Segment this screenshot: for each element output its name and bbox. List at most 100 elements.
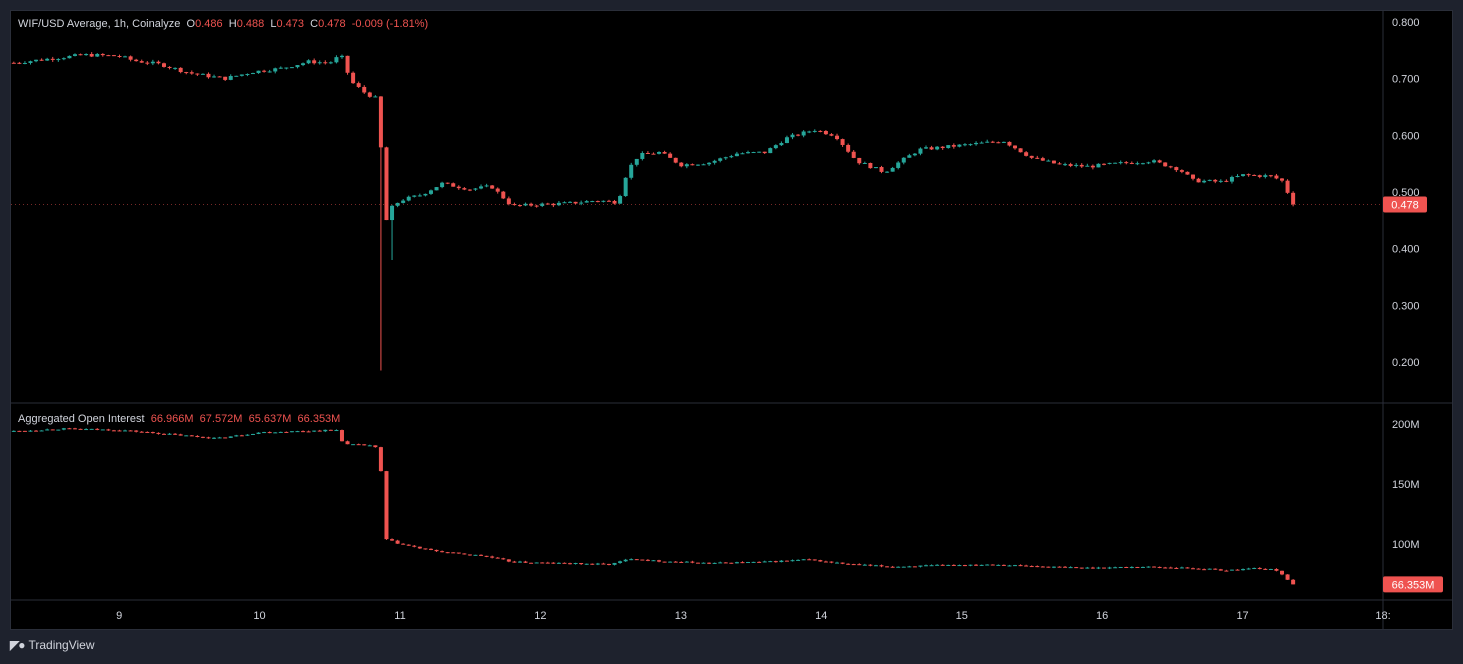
candle-body <box>851 564 856 566</box>
tradingview-brand[interactable]: ◤● TradingView <box>10 638 95 652</box>
oi-candle <box>746 561 751 564</box>
oi-candle <box>339 429 344 442</box>
price-candle <box>479 184 484 190</box>
price-candle <box>1280 178 1285 183</box>
oi-candle <box>161 433 166 435</box>
candle-body <box>629 559 634 561</box>
price-candle <box>857 157 862 165</box>
candle-body <box>495 557 500 559</box>
candle-body <box>1124 162 1129 164</box>
candle-body <box>67 428 72 430</box>
price-candle <box>1274 173 1279 180</box>
oi-candle <box>829 561 834 564</box>
oi-candle <box>195 435 200 438</box>
candle-body <box>150 61 155 64</box>
price-candle <box>679 162 684 168</box>
candle-body <box>378 96 383 148</box>
price-candle <box>239 74 244 77</box>
candle-body <box>1257 567 1262 569</box>
candle-body <box>579 202 584 204</box>
candle-body <box>284 431 289 433</box>
candle-body <box>1046 566 1051 568</box>
candle-body <box>517 561 522 563</box>
price-candle <box>979 141 984 144</box>
candle-body <box>885 566 890 568</box>
price-candle <box>829 133 834 137</box>
candle-body <box>1196 568 1201 570</box>
candle-body <box>395 540 400 544</box>
price-candle <box>134 58 139 62</box>
candle-body <box>1291 579 1296 585</box>
candle-body <box>740 153 745 155</box>
price-candle <box>356 81 361 88</box>
candle-body <box>11 430 16 432</box>
candle-body <box>1074 567 1079 569</box>
candle-body <box>584 201 589 203</box>
candle-body <box>1285 180 1290 193</box>
candle-body <box>651 153 656 155</box>
price-candle <box>712 159 717 165</box>
oi-candle <box>534 562 539 564</box>
oi-candle <box>1285 574 1290 580</box>
price-candle <box>1024 151 1029 157</box>
price-candle <box>89 52 94 58</box>
candle-body <box>1196 178 1201 183</box>
candle-body <box>718 158 723 161</box>
price-candle <box>796 134 801 137</box>
candle-body <box>879 167 884 172</box>
price-candle <box>195 73 200 77</box>
low-key: L <box>270 18 277 30</box>
price-candle <box>206 72 211 79</box>
oi-candle <box>412 544 417 548</box>
candle-body <box>618 561 623 563</box>
oi-candle <box>1291 579 1296 585</box>
oi-candle <box>1113 566 1118 569</box>
oi-candle <box>779 560 784 563</box>
oi-candle <box>612 562 617 566</box>
oi-candle <box>623 558 628 562</box>
oi-candle <box>517 560 522 563</box>
oi-candle <box>1096 566 1101 570</box>
candle-body <box>351 72 356 84</box>
price-candle <box>484 183 489 188</box>
price-candle <box>918 147 923 156</box>
candle-body <box>996 142 1001 144</box>
candle-body <box>490 556 495 558</box>
oi-candle <box>957 564 962 567</box>
candle-body <box>534 562 539 564</box>
oi-candle <box>34 430 39 432</box>
candle-body <box>1118 162 1123 164</box>
oi-candle <box>484 555 489 558</box>
brand-name: TradingView <box>28 638 95 652</box>
candle-body <box>1207 568 1212 570</box>
price-candle <box>217 76 222 78</box>
price-candle <box>178 67 183 74</box>
candle-body <box>1246 568 1251 570</box>
oi-candle <box>946 564 951 566</box>
price-candle <box>440 181 445 189</box>
candle-body <box>707 162 712 165</box>
candle-body <box>406 544 411 546</box>
price-candle <box>1291 191 1296 207</box>
oi-candle <box>885 566 890 568</box>
price-candle <box>985 139 990 143</box>
candle-body <box>1235 569 1240 571</box>
candle-body <box>61 58 66 60</box>
candle-body <box>818 130 823 132</box>
candle-body <box>123 430 128 432</box>
oi-candle <box>1140 566 1145 568</box>
price-candle <box>495 187 500 194</box>
time-tick-label: 14 <box>815 610 827 622</box>
candle-body <box>1179 170 1184 172</box>
candle-body <box>551 562 556 564</box>
price-candle <box>301 62 306 67</box>
oi-candle <box>562 562 567 564</box>
oi-candle <box>417 546 422 549</box>
price-candle <box>22 61 27 65</box>
price-candle <box>551 203 556 208</box>
oi-candle <box>178 433 183 436</box>
chart-frame[interactable] <box>10 10 1453 630</box>
candle-body <box>712 160 717 163</box>
candle-body <box>301 431 306 433</box>
